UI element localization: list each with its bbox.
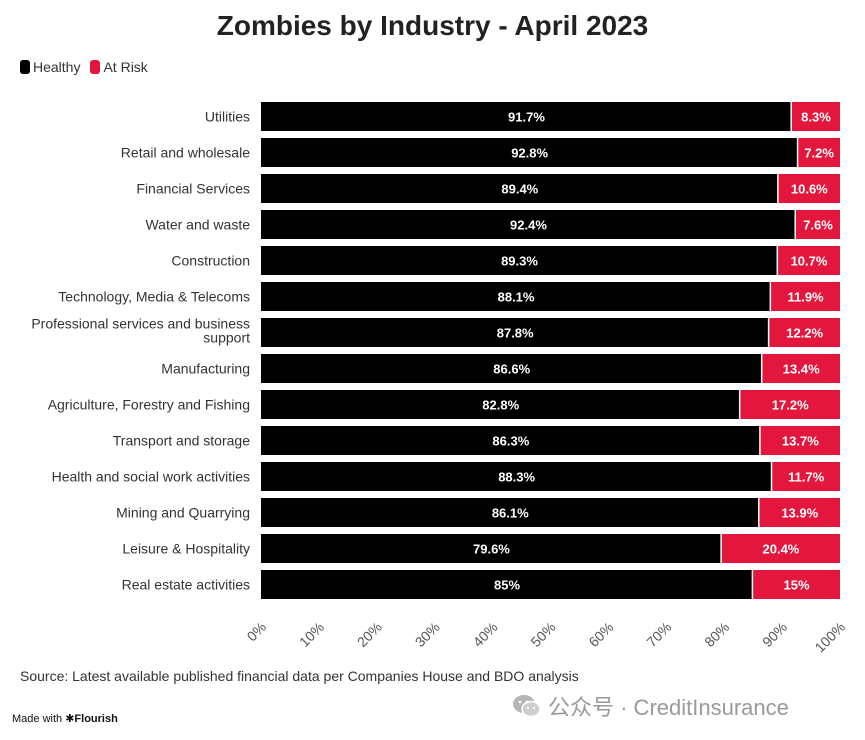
bar-healthy-transport-and-storage[interactable] <box>261 426 760 455</box>
category-label-utilities: Utilities <box>205 109 250 125</box>
x-tick-label: 20% <box>354 619 385 650</box>
x-tick-label: 100% <box>811 619 848 656</box>
bar-label-healthy-water-and-waste: 92.4% <box>510 218 547 233</box>
bar-label-at-risk-financial-services: 10.6% <box>791 182 828 197</box>
bar-healthy-financial-services[interactable] <box>261 174 778 203</box>
bar-healthy-agriculture-forestry-and-fishing[interactable] <box>261 390 739 419</box>
bar-at-risk-retail-and-wholesale[interactable] <box>798 138 840 167</box>
bar-label-healthy-agriculture-forestry-and-fishing: 82.8% <box>482 398 519 413</box>
bar-healthy-water-and-waste[interactable] <box>261 210 795 239</box>
bar-label-at-risk-real-estate-activities: 15% <box>784 578 810 593</box>
bar-label-at-risk-agriculture-forestry-and-fishing: 17.2% <box>772 398 809 413</box>
x-tick-label: 90% <box>759 619 790 650</box>
bar-label-at-risk-health-and-social-work-activities: 11.7% <box>788 470 825 485</box>
bar-label-at-risk-utilities: 8.3% <box>801 110 831 125</box>
bar-label-healthy-mining-and-quarrying: 86.1% <box>492 506 529 521</box>
made-with-flourish[interactable]: Made with ✱Flourish <box>12 712 118 725</box>
legend-swatch-healthy <box>20 60 30 74</box>
bar-healthy-real-estate-activities[interactable] <box>261 570 752 599</box>
source-note: Source: Latest available published finan… <box>20 668 579 684</box>
bar-label-healthy-utilities: 91.7% <box>508 110 545 125</box>
bar-label-at-risk-transport-and-storage: 13.7% <box>782 434 819 449</box>
x-tick-label: 80% <box>701 619 732 650</box>
category-label-health-and-social-work-activities: Health and social work activities <box>52 469 250 485</box>
bar-label-at-risk-construction: 10.7% <box>791 254 828 269</box>
bar-at-risk-transport-and-storage[interactable] <box>760 426 840 455</box>
category-label-agriculture-forestry-and-fishing: Agriculture, Forestry and Fishing <box>48 397 250 413</box>
bar-healthy-health-and-social-work-activities[interactable] <box>261 462 771 491</box>
bar-healthy-technology-media-telecoms[interactable] <box>261 282 770 311</box>
x-tick-label: 10% <box>296 619 327 650</box>
watermark-text: 公众号 · CreditInsurance <box>548 695 789 720</box>
bar-at-risk-technology-media-telecoms[interactable] <box>771 282 840 311</box>
bar-label-healthy-manufacturing: 86.6% <box>493 362 530 377</box>
category-label-water-and-waste: Water and waste <box>145 217 250 233</box>
bar-label-at-risk-leisure-hospitality: 20.4% <box>763 542 800 557</box>
x-tick-label: 0% <box>243 619 269 645</box>
bar-healthy-mining-and-quarrying[interactable] <box>261 498 759 527</box>
category-label-construction: Construction <box>171 253 250 269</box>
bar-healthy-manufacturing[interactable] <box>261 354 761 383</box>
legend-item-healthy[interactable]: Healthy <box>20 59 80 75</box>
legend-item-at-risk[interactable]: At Risk <box>90 59 148 75</box>
stacked-bar-chart: Utilities 91.7% 8.3% Retail and wholesale 92… <box>31 102 848 656</box>
bar-label-healthy-transport-and-storage: 86.3% <box>492 434 529 449</box>
flourish-logo: ✱Flourish <box>65 713 118 725</box>
watermark: 公众号 · CreditInsurance <box>512 690 789 722</box>
category-label-professional-services-and-business-support: Professional services and business suppor… <box>31 316 250 346</box>
x-tick-label: 60% <box>585 619 616 650</box>
bar-label-healthy-technology-media-telecoms: 88.1% <box>498 290 535 305</box>
bar-label-healthy-leisure-hospitality: 79.6% <box>473 542 510 557</box>
bar-healthy-construction[interactable] <box>261 246 777 275</box>
x-tick-label: 30% <box>412 619 443 650</box>
bar-label-healthy-retail-and-wholesale: 92.8% <box>511 146 548 161</box>
made-with-text: Made with <box>12 713 63 725</box>
category-label-manufacturing: Manufacturing <box>161 361 250 377</box>
bar-healthy-leisure-hospitality[interactable] <box>261 534 721 563</box>
bar-at-risk-water-and-waste[interactable] <box>795 210 840 239</box>
chart-title: Zombies by Industry - April 2023 <box>216 10 649 41</box>
category-label-real-estate-activities: Real estate activities <box>122 577 250 593</box>
bar-at-risk-mining-and-quarrying[interactable] <box>759 498 840 527</box>
bar-healthy-utilities[interactable] <box>261 102 791 131</box>
category-label-technology-media-telecoms: Technology, Media & Telecoms <box>58 289 250 305</box>
bar-at-risk-utilities[interactable] <box>791 102 840 131</box>
legend-swatch-at-risk <box>90 60 101 74</box>
bar-at-risk-health-and-social-work-activities[interactable] <box>772 462 840 491</box>
x-tick-label: 50% <box>527 619 558 650</box>
category-label-leisure-hospitality: Leisure & Hospitality <box>122 541 250 557</box>
category-label-financial-services: Financial Services <box>136 181 250 197</box>
category-label-mining-and-quarrying: Mining and Quarrying <box>116 505 250 521</box>
x-tick-label: 70% <box>643 619 674 650</box>
legend-label-at-risk: At Risk <box>103 59 148 75</box>
category-label-retail-and-wholesale: Retail and wholesale <box>121 145 250 161</box>
legend-label-healthy: Healthy <box>33 59 81 75</box>
bar-healthy-professional-services-and-business-support[interactable] <box>261 318 768 347</box>
bar-label-healthy-construction: 89.3% <box>501 254 538 269</box>
bar-label-at-risk-technology-media-telecoms: 11.9% <box>787 290 824 305</box>
wechat-icon <box>513 695 541 718</box>
category-label-transport-and-storage: Transport and storage <box>113 433 250 449</box>
bar-label-at-risk-professional-services-and-business-support: 12.2% <box>786 326 823 341</box>
bar-at-risk-agriculture-forestry-and-fishing[interactable] <box>740 390 840 419</box>
bar-at-risk-construction[interactable] <box>778 246 840 275</box>
bar-label-at-risk-retail-and-wholesale: 7.2% <box>804 146 834 161</box>
bar-at-risk-leisure-hospitality[interactable] <box>721 534 840 563</box>
bar-label-healthy-professional-services-and-business-support: 87.8% <box>497 326 534 341</box>
bar-healthy-retail-and-wholesale[interactable] <box>261 138 797 167</box>
bar-label-healthy-health-and-social-work-activities: 88.3% <box>498 470 535 485</box>
bar-label-at-risk-manufacturing: 13.4% <box>783 362 820 377</box>
bar-label-at-risk-water-and-waste: 7.6% <box>803 218 833 233</box>
bar-label-healthy-financial-services: 89.4% <box>501 182 538 197</box>
bar-label-at-risk-mining-and-quarrying: 13.9% <box>781 506 818 521</box>
bar-at-risk-real-estate-activities[interactable] <box>753 570 840 599</box>
legend: Healthy At Risk <box>20 59 148 75</box>
bar-at-risk-financial-services[interactable] <box>778 174 840 203</box>
bar-label-healthy-real-estate-activities: 85% <box>494 578 520 593</box>
bar-at-risk-professional-services-and-business-support[interactable] <box>769 318 840 347</box>
bar-at-risk-manufacturing[interactable] <box>762 354 840 383</box>
x-tick-label: 40% <box>470 619 501 650</box>
